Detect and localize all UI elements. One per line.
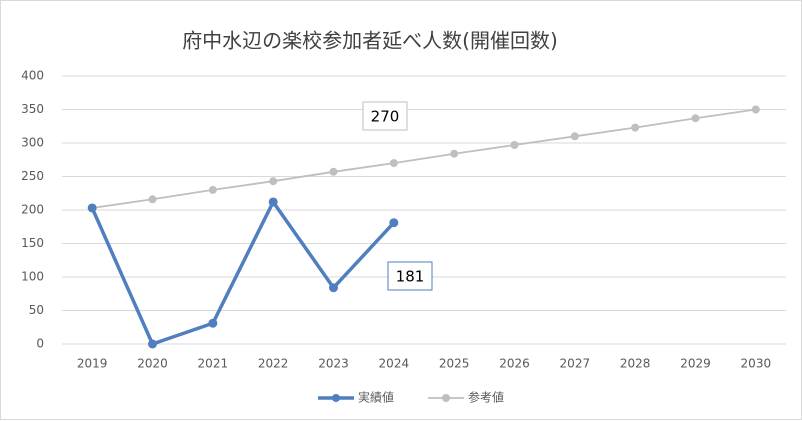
x-tick-label: 2027 (560, 357, 591, 371)
series-point (208, 185, 217, 194)
x-tick-label: 2024 (379, 357, 410, 371)
y-tick-label: 200 (21, 203, 44, 217)
legend-label: 実績値 (358, 390, 394, 405)
series-line (90, 200, 396, 346)
y-tick-label: 300 (21, 136, 44, 150)
series-point (691, 114, 700, 123)
annotation-box (387, 261, 433, 291)
series-point (751, 105, 760, 114)
series-point (389, 218, 399, 228)
x-tick-label: 2022 (258, 357, 289, 371)
series-point (510, 141, 519, 150)
series-point (148, 339, 157, 349)
annotation: 181 (396, 268, 425, 286)
y-tick-label: 350 (21, 102, 44, 116)
annotation: 270 (371, 108, 400, 126)
x-tick-label: 2029 (680, 357, 711, 371)
series-point (148, 195, 157, 204)
x-tick-label: 2026 (499, 357, 530, 371)
series-point (570, 132, 579, 141)
x-tick-label: 2020 (137, 357, 168, 371)
x-tick-label: 2025 (439, 357, 470, 371)
series-point (450, 149, 459, 158)
series-point (329, 167, 338, 176)
x-tick-label: 2023 (318, 357, 349, 371)
x-tick-label: 2028 (620, 357, 651, 371)
x-tick-label: 2019 (77, 357, 108, 371)
series-point (208, 318, 218, 328)
y-tick-label: 250 (21, 169, 44, 183)
y-tick-label: 150 (21, 236, 44, 250)
y-tick-label: 400 (21, 69, 44, 83)
y-tick-label: 50 (29, 303, 44, 317)
series-point (87, 203, 97, 213)
series-line (92, 108, 756, 209)
series-point (268, 197, 278, 207)
series-point (329, 283, 338, 293)
x-tick-label: 2021 (198, 357, 229, 371)
series-point (631, 123, 640, 132)
chart-title: 府中水辺の楽校参加者延べ人数(開催回数) (182, 29, 558, 53)
annotation-box (362, 101, 408, 131)
legend-marker (332, 394, 340, 402)
series-point (269, 177, 278, 186)
x-tick-label: 2030 (741, 357, 772, 371)
y-tick-label: 0 (36, 337, 44, 351)
legend-marker (442, 394, 450, 402)
legend-label: 参考値 (468, 390, 504, 405)
series-point (389, 159, 398, 168)
y-tick-label: 100 (21, 270, 44, 284)
